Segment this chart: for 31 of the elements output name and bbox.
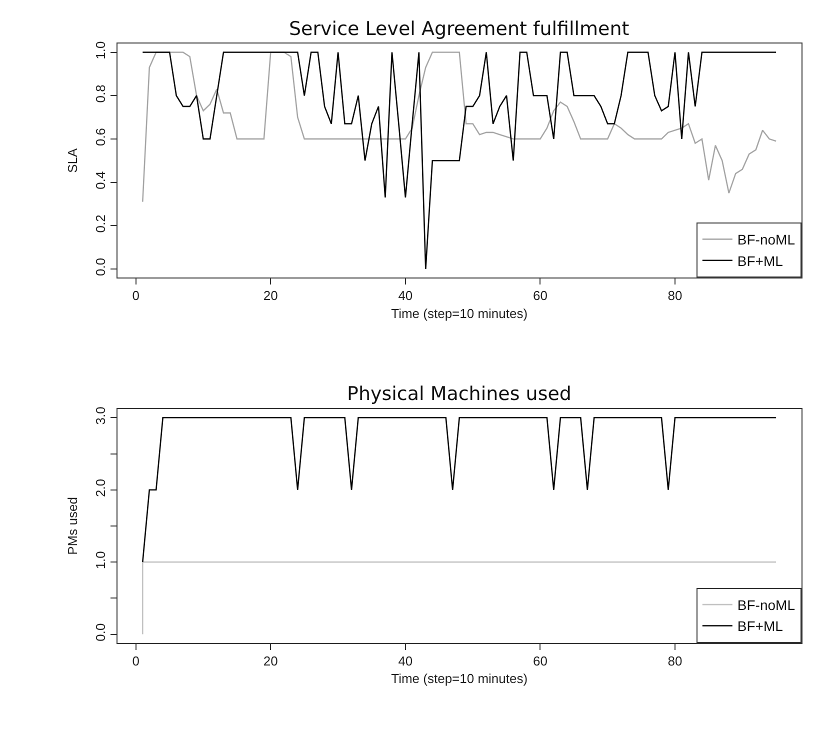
x-tick-label: 40 bbox=[398, 288, 413, 304]
legend-label: BF-noML bbox=[737, 597, 796, 614]
x-tick-label: 0 bbox=[132, 288, 140, 304]
line-series bbox=[142, 52, 777, 202]
y-axis-title: SLA bbox=[65, 148, 80, 173]
y-axis-title: PMs used bbox=[65, 497, 80, 555]
x-tick-label: 80 bbox=[668, 288, 682, 304]
y-tick-label: 1.0 bbox=[93, 41, 108, 60]
chart-title: Physical Machines used bbox=[347, 383, 572, 405]
x-axis-title: Time (step=10 minutes) bbox=[391, 306, 528, 321]
x-tick-label: 80 bbox=[668, 654, 682, 669]
y-tick-label: 0.6 bbox=[93, 128, 108, 146]
y-tick-label: 0.2 bbox=[93, 214, 108, 233]
y-tick-label: 0.0 bbox=[93, 623, 108, 642]
y-tick-label: 3.0 bbox=[93, 406, 108, 425]
x-tick-label: 20 bbox=[263, 654, 278, 669]
legend-label: BF+ML bbox=[737, 618, 784, 634]
legend-label: BF-noML bbox=[737, 232, 796, 248]
x-tick-label: 60 bbox=[532, 654, 548, 669]
y-tick-label: 1.0 bbox=[93, 551, 108, 570]
legend-label: BF+ML bbox=[737, 252, 784, 269]
chart-title: Service Level Agreement fulfillment bbox=[289, 18, 630, 40]
y-tick-label: 0.0 bbox=[93, 258, 108, 276]
y-tick-label: 2.0 bbox=[93, 478, 108, 497]
y-tick-label: 0.8 bbox=[93, 84, 108, 103]
x-tick-label: 60 bbox=[532, 288, 548, 304]
x-tick-label: 20 bbox=[263, 288, 278, 304]
x-tick-label: 0 bbox=[132, 654, 140, 669]
y-tick-label: 0.4 bbox=[93, 171, 108, 190]
x-axis-title: Time (step=10 minutes) bbox=[391, 671, 528, 686]
x-tick-label: 40 bbox=[398, 654, 413, 669]
